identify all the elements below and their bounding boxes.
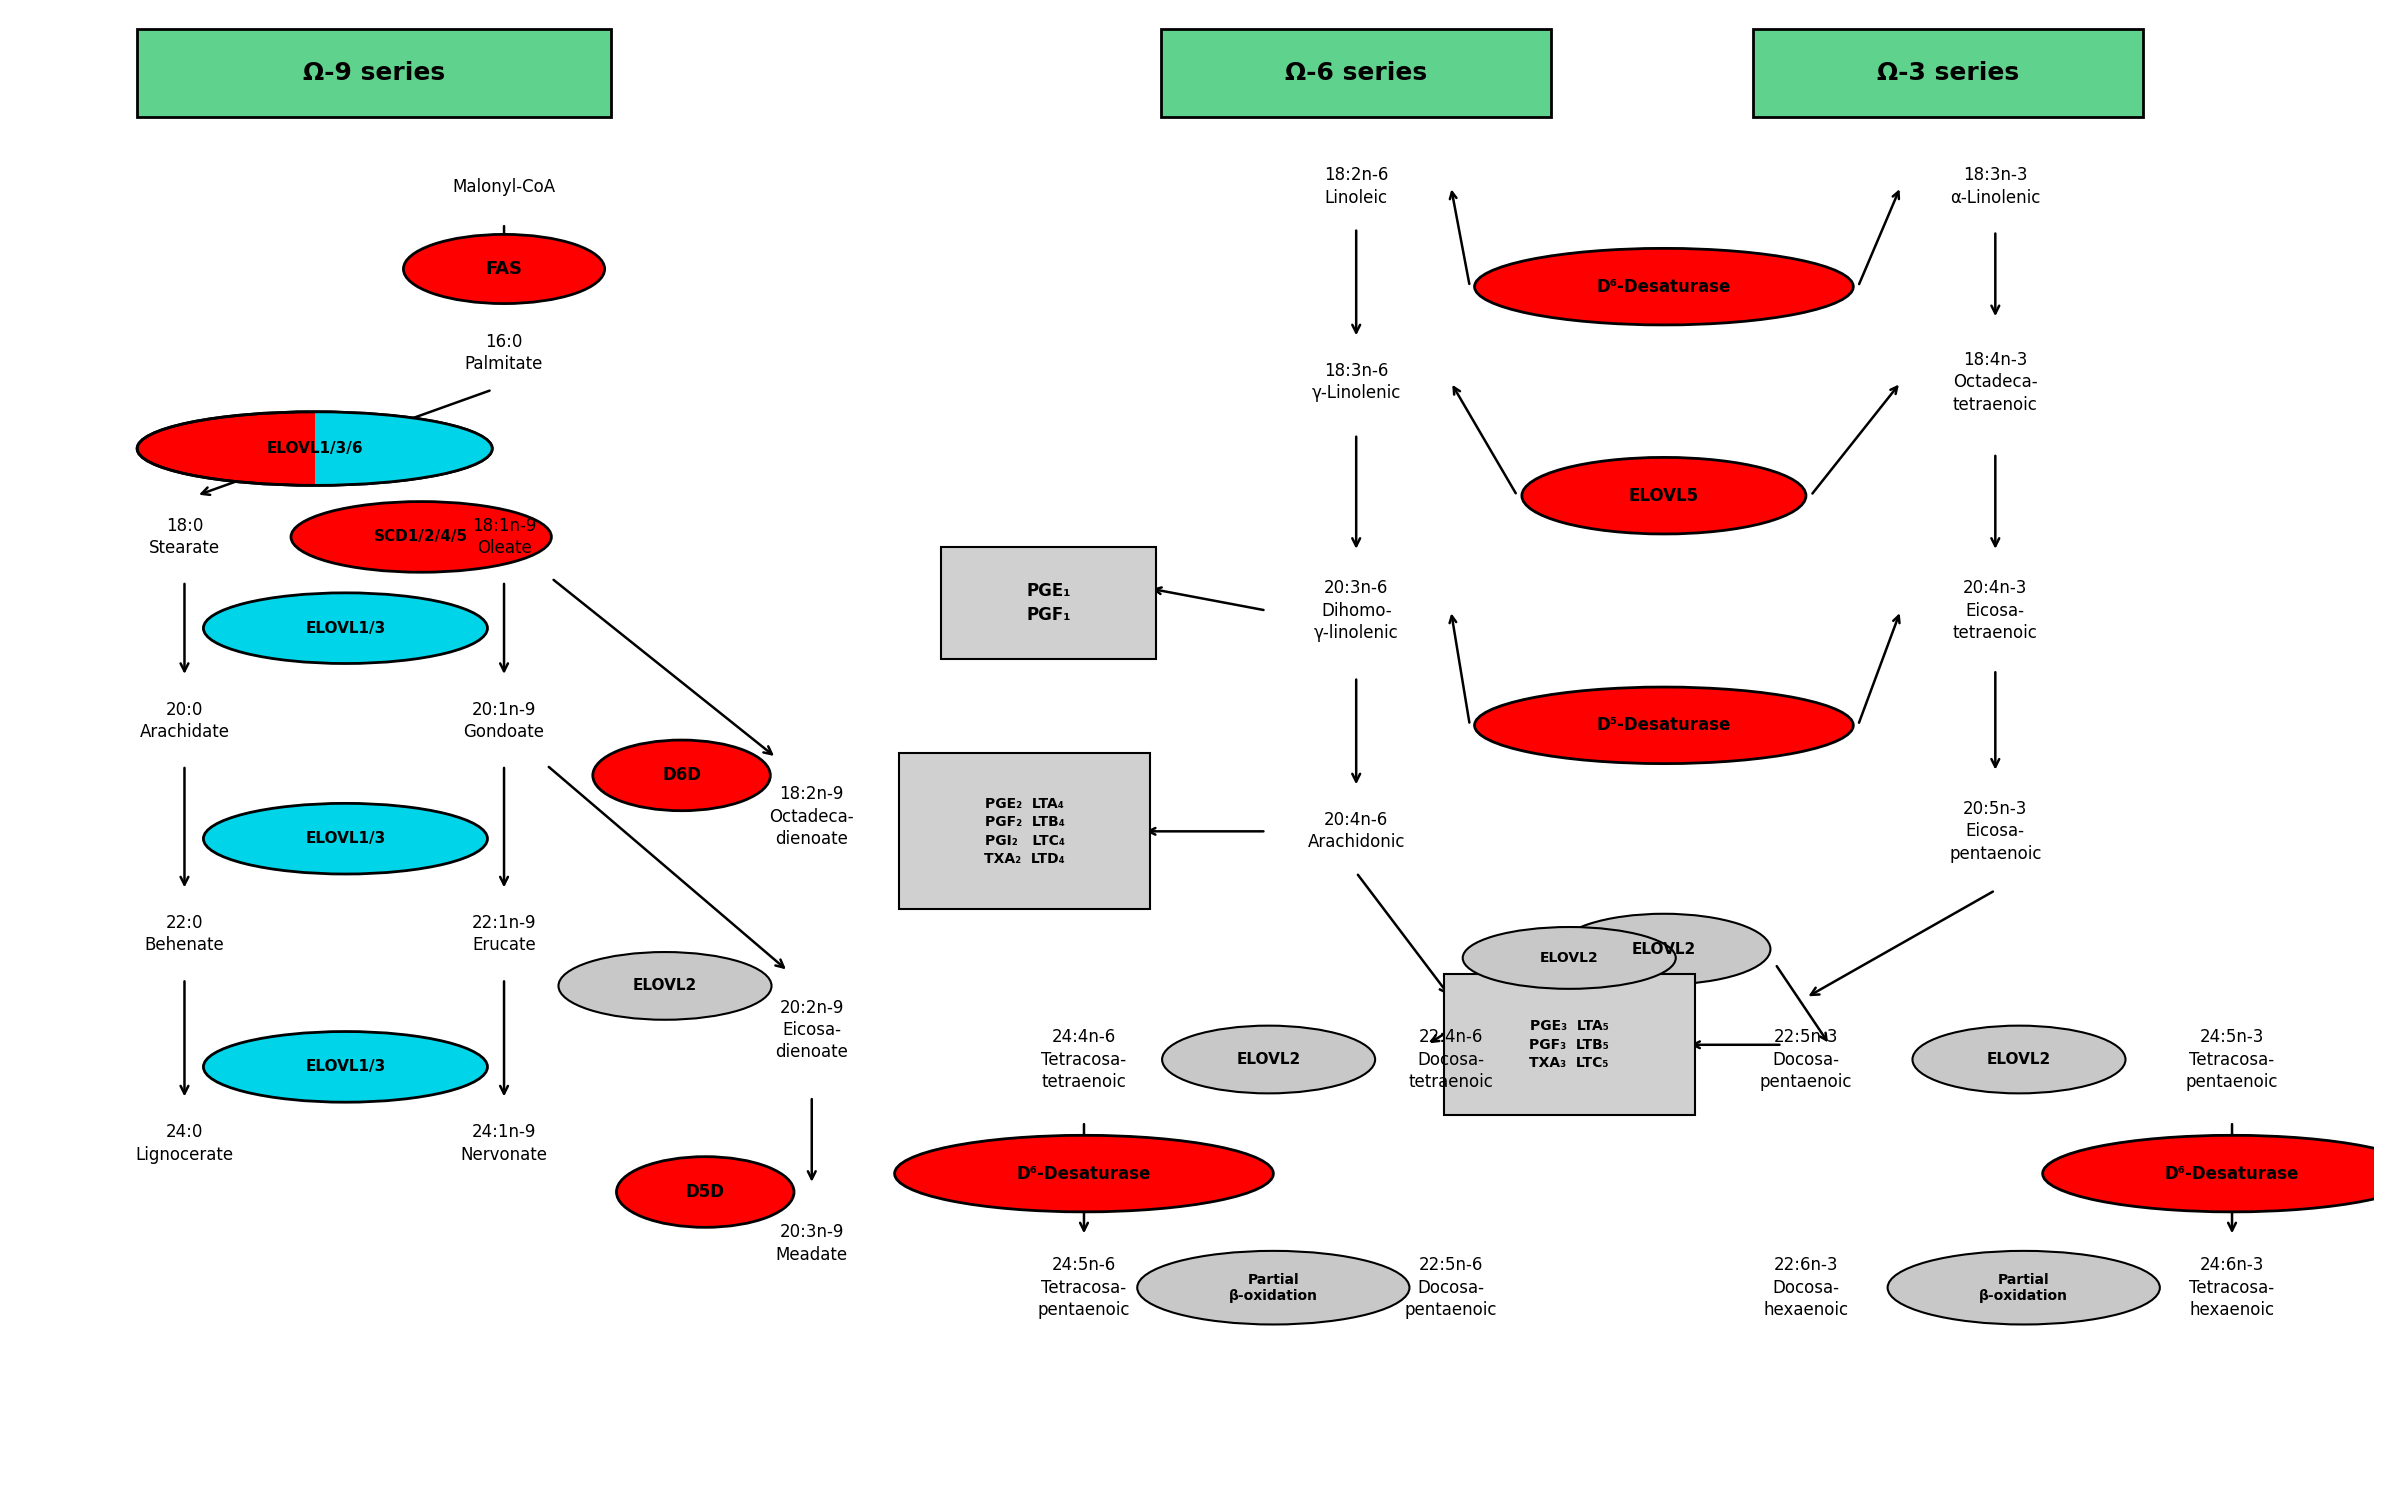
Ellipse shape <box>290 502 552 572</box>
Ellipse shape <box>402 235 605 303</box>
Ellipse shape <box>1162 1025 1376 1094</box>
Text: D6D: D6D <box>662 767 700 785</box>
Text: 24:4n-6
Tetracosa-
tetraenoic: 24:4n-6 Tetracosa- tetraenoic <box>1040 1028 1126 1091</box>
Text: PGE₁
PGF₁: PGE₁ PGF₁ <box>1026 583 1071 624</box>
Text: 24:5n-6
Tetracosa-
pentaenoic: 24:5n-6 Tetracosa- pentaenoic <box>1038 1257 1131 1320</box>
Text: 24:0
Lignocerate: 24:0 Lignocerate <box>136 1123 233 1164</box>
Text: 22:4n-6
Docosa-
tetraenoic: 22:4n-6 Docosa- tetraenoic <box>1410 1028 1493 1091</box>
Ellipse shape <box>1888 1251 2160 1324</box>
Text: 16:0
Palmitate: 16:0 Palmitate <box>464 333 543 373</box>
Text: 20:5n-3
Eicosa-
pentaenoic: 20:5n-3 Eicosa- pentaenoic <box>1950 799 2041 862</box>
Ellipse shape <box>1557 914 1771 984</box>
Text: 18:4n-3
Octadeca-
tetraenoic: 18:4n-3 Octadeca- tetraenoic <box>1952 351 2038 413</box>
Text: ELOVL5: ELOVL5 <box>1629 487 1700 505</box>
Ellipse shape <box>1138 1251 1410 1324</box>
Text: 18:1n-9
Oleate: 18:1n-9 Oleate <box>471 517 536 557</box>
Text: 24:1n-9
Nervonate: 24:1n-9 Nervonate <box>460 1123 548 1164</box>
Text: 24:5n-3
Tetracosa-
pentaenoic: 24:5n-3 Tetracosa- pentaenoic <box>2186 1028 2279 1091</box>
Text: ELOVL1/3: ELOVL1/3 <box>305 1060 386 1074</box>
Text: 18:3n-6
γ-Linolenic: 18:3n-6 γ-Linolenic <box>1312 363 1400 403</box>
Text: ELOVL1/3: ELOVL1/3 <box>305 621 386 636</box>
Text: Ω-6 series: Ω-6 series <box>1286 61 1426 85</box>
Text: D5D: D5D <box>686 1183 724 1201</box>
Text: 18:2n-6
Linoleic: 18:2n-6 Linoleic <box>1324 166 1388 207</box>
Text: 22:5n-6
Docosa-
pentaenoic: 22:5n-6 Docosa- pentaenoic <box>1405 1257 1498 1320</box>
Ellipse shape <box>895 1135 1274 1213</box>
FancyBboxPatch shape <box>1443 975 1695 1116</box>
Text: 22:0
Behenate: 22:0 Behenate <box>145 914 224 954</box>
Text: 20:4n-3
Eicosa-
tetraenoic: 20:4n-3 Eicosa- tetraenoic <box>1952 580 2038 642</box>
Text: D⁶-Desaturase: D⁶-Desaturase <box>2164 1165 2300 1183</box>
Text: Ω-9 series: Ω-9 series <box>302 61 445 85</box>
Text: 24:6n-3
Tetracosa-
hexaenoic: 24:6n-3 Tetracosa- hexaenoic <box>2191 1257 2274 1320</box>
Text: D⁶-Desaturase: D⁶-Desaturase <box>1598 278 1731 296</box>
Text: Malonyl-CoA: Malonyl-CoA <box>452 177 555 196</box>
Ellipse shape <box>617 1156 793 1227</box>
Ellipse shape <box>1521 458 1805 533</box>
Ellipse shape <box>202 804 488 874</box>
Ellipse shape <box>202 593 488 664</box>
Text: 22:5n-3
Docosa-
pentaenoic: 22:5n-3 Docosa- pentaenoic <box>1760 1028 1852 1091</box>
Text: 18:2n-9
Octadeca-
dienoate: 18:2n-9 Octadeca- dienoate <box>769 786 855 849</box>
Text: PGE₃  LTA₅
PGF₃  LTB₅
TXA₃  LTC₅: PGE₃ LTA₅ PGF₃ LTB₅ TXA₃ LTC₅ <box>1529 1019 1610 1070</box>
Text: 20:2n-9
Eicosa-
dienoate: 20:2n-9 Eicosa- dienoate <box>776 999 848 1061</box>
Text: ELOVL1/3/6: ELOVL1/3/6 <box>267 441 362 456</box>
Text: 20:3n-9
Meadate: 20:3n-9 Meadate <box>776 1223 848 1263</box>
Ellipse shape <box>1474 248 1852 325</box>
Text: 20:1n-9
Gondoate: 20:1n-9 Gondoate <box>464 701 545 742</box>
Text: FAS: FAS <box>486 260 521 278</box>
Text: ELOVL2: ELOVL2 <box>1541 951 1598 964</box>
Text: 18:3n-3
α-Linolenic: 18:3n-3 α-Linolenic <box>1950 166 2041 207</box>
Text: ELOVL2: ELOVL2 <box>1236 1052 1300 1067</box>
Text: ELOVL2: ELOVL2 <box>1631 942 1695 957</box>
FancyBboxPatch shape <box>900 753 1150 909</box>
FancyBboxPatch shape <box>138 30 610 117</box>
Ellipse shape <box>1462 927 1676 988</box>
Text: 20:0
Arachidate: 20:0 Arachidate <box>140 701 229 742</box>
Ellipse shape <box>202 1031 488 1103</box>
Text: Partial
β-oxidation: Partial β-oxidation <box>1979 1272 2069 1303</box>
Ellipse shape <box>1474 687 1852 764</box>
Ellipse shape <box>138 412 493 486</box>
Text: Ω-3 series: Ω-3 series <box>1876 61 2019 85</box>
FancyBboxPatch shape <box>940 547 1157 660</box>
Text: 20:3n-6
Dihomo-
γ-linolenic: 20:3n-6 Dihomo- γ-linolenic <box>1314 580 1398 642</box>
Ellipse shape <box>593 740 771 811</box>
Text: Partial
β-oxidation: Partial β-oxidation <box>1229 1272 1317 1303</box>
FancyBboxPatch shape <box>1162 30 1552 117</box>
Text: D⁶-Desaturase: D⁶-Desaturase <box>1017 1165 1150 1183</box>
Text: 22:1n-9
Erucate: 22:1n-9 Erucate <box>471 914 536 954</box>
Text: 20:4n-6
Arachidonic: 20:4n-6 Arachidonic <box>1307 811 1405 851</box>
Text: PGE₂  LTA₄
PGF₂  LTB₄
PGI₂   LTC₄
TXA₂  LTD₄: PGE₂ LTA₄ PGF₂ LTB₄ PGI₂ LTC₄ TXA₂ LTD₄ <box>983 796 1064 866</box>
Text: ELOVL2: ELOVL2 <box>1986 1052 2050 1067</box>
Ellipse shape <box>560 953 771 1019</box>
Text: ELOVL2: ELOVL2 <box>633 978 698 994</box>
FancyBboxPatch shape <box>1752 30 2143 117</box>
Text: 22:6n-3
Docosa-
hexaenoic: 22:6n-3 Docosa- hexaenoic <box>1764 1257 1848 1320</box>
Ellipse shape <box>2043 1135 2381 1213</box>
Ellipse shape <box>138 412 493 486</box>
Text: 18:0
Stearate: 18:0 Stearate <box>150 517 219 557</box>
Text: D⁵-Desaturase: D⁵-Desaturase <box>1598 716 1731 734</box>
Text: SCD1/2/4/5: SCD1/2/4/5 <box>374 529 469 544</box>
Ellipse shape <box>1912 1025 2126 1094</box>
Text: ELOVL1/3: ELOVL1/3 <box>305 831 386 846</box>
